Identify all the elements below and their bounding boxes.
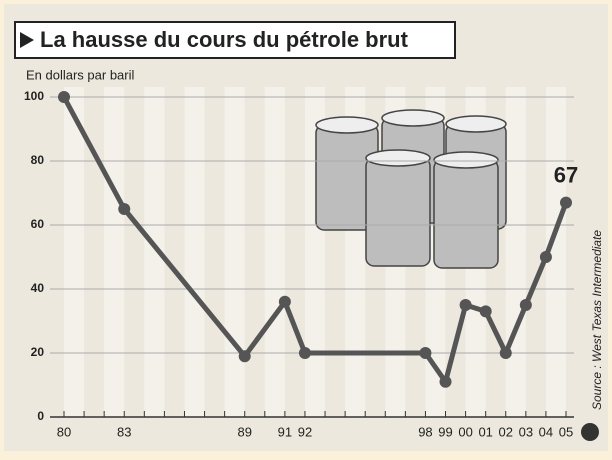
x-tick-label: 00: [458, 424, 472, 439]
value-label: 67: [554, 162, 578, 187]
y-tick-label: 60: [31, 217, 45, 231]
data-point: [560, 197, 572, 209]
x-tick-label: 03: [519, 424, 533, 439]
stripe: [184, 87, 204, 417]
x-tick-label: 02: [499, 424, 513, 439]
data-point: [279, 296, 291, 308]
data-point: [239, 350, 251, 362]
data-point: [299, 347, 311, 359]
y-tick-label: 20: [31, 345, 45, 359]
data-point: [460, 299, 472, 311]
logo: [581, 423, 599, 441]
x-tick-label: 01: [478, 424, 492, 439]
y-axis-label: En dollars par baril: [26, 67, 134, 82]
x-tick-label: 92: [298, 424, 312, 439]
y-tick-label: 80: [31, 153, 45, 167]
data-point: [480, 305, 492, 317]
data-point: [540, 251, 552, 263]
x-tick-label: 05: [559, 424, 573, 439]
x-tick-label: 89: [237, 424, 251, 439]
data-point: [419, 347, 431, 359]
chart: La hausse du cours du pétrole brut En do…: [0, 0, 612, 455]
x-tick-label: 99: [438, 424, 452, 439]
x-tick-label: 04: [539, 424, 553, 439]
stripe: [104, 87, 124, 417]
x-tick-label: 80: [57, 424, 71, 439]
stripe: [265, 87, 285, 417]
y-tick-label: 0: [37, 409, 44, 423]
x-tick-label: 91: [278, 424, 292, 439]
data-point: [118, 203, 130, 215]
page: {"chart_data": {"type": "line", "title":…: [0, 0, 612, 455]
data-point: [520, 299, 532, 311]
x-tick-label: 83: [117, 424, 131, 439]
data-point: [440, 376, 452, 388]
data-point: [500, 347, 512, 359]
y-tick-label: 100: [24, 89, 44, 103]
x-tick-label: 98: [418, 424, 432, 439]
data-point: [58, 91, 70, 103]
source-note: Source : West Texas Intermediate: [590, 230, 604, 410]
stripe: [506, 87, 526, 417]
stripe: [225, 87, 245, 417]
chart-title: La hausse du cours du pétrole brut: [40, 27, 409, 52]
y-tick-label: 40: [31, 281, 45, 295]
stripe: [64, 87, 84, 417]
